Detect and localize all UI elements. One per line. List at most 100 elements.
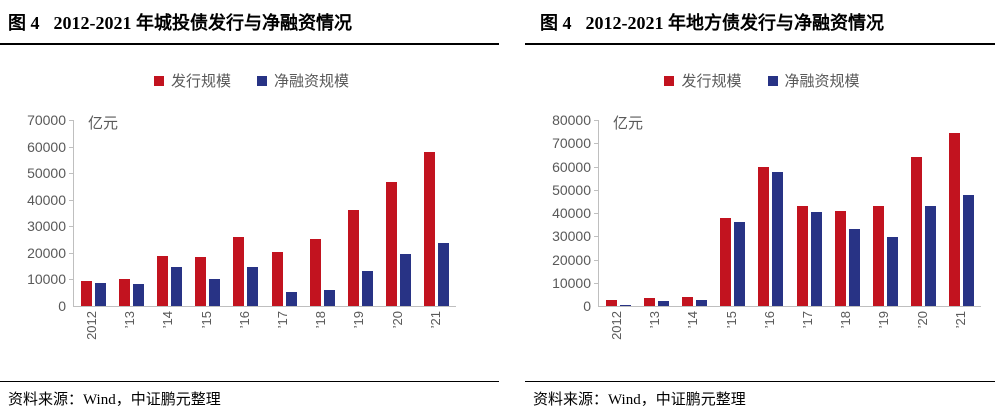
title-text: 2012-2021 年地方债发行与净融资情况 (585, 13, 885, 33)
x-tick-label: ’15 (723, 311, 739, 329)
bar-发行规模 (348, 210, 360, 306)
x-tick-label: ’21 (952, 311, 968, 329)
bar-group-20 (905, 120, 943, 306)
bar-净融资规模 (696, 299, 707, 306)
y-tick-mark (594, 166, 598, 168)
y-tick-mark (69, 252, 73, 254)
y-tick-mark (69, 146, 73, 148)
bar-group-20 (380, 120, 418, 306)
y-tick-label: 0 (583, 298, 591, 314)
y-tick-label: 50000 (552, 181, 591, 198)
bar-净融资规模 (362, 271, 374, 306)
footer-divider (525, 381, 995, 382)
bar-发行规模 (118, 279, 130, 306)
x-tick: ’17 (264, 311, 302, 373)
y-tick-mark (594, 236, 598, 238)
bar-发行规模 (682, 296, 693, 306)
x-tick: ’19 (865, 311, 903, 373)
legend-label-issuance: 发行规模 (170, 73, 231, 90)
y-tick-label: 0 (58, 298, 66, 314)
bar-发行规模 (80, 280, 92, 306)
y-tick-mark (69, 226, 73, 228)
bar-group-13 (637, 120, 675, 306)
bar-group-21 (418, 120, 456, 306)
bar-发行规模 (643, 298, 655, 306)
y-tick-label: 30000 (552, 228, 591, 245)
y-tick-label: 70000 (27, 112, 66, 128)
bar-groups (599, 120, 981, 306)
x-tick: ’18 (302, 311, 340, 373)
y-tick-mark (594, 189, 598, 191)
legend-swatch-blue-icon (257, 75, 267, 86)
x-tick: ’19 (340, 311, 378, 373)
source-note: 资料来源：Wind，中证鹏元整理 (533, 392, 746, 408)
bar-发行规模 (157, 255, 168, 306)
bar-发行规模 (309, 238, 321, 306)
bar-发行规模 (720, 217, 732, 306)
bar-group-17 (790, 120, 828, 306)
x-tick-label: ’21 (427, 311, 443, 329)
bar-发行规模 (911, 157, 923, 306)
panel-chengtou-bonds: 图 4 2012-2021 年城投债发行与净融资情况 发行规模 净融资规模 亿元 … (0, 13, 503, 408)
bar-group-14 (675, 120, 713, 306)
bar-group-17 (265, 120, 303, 306)
x-tick-label: ’15 (198, 311, 214, 329)
legend-swatch-red-icon (153, 75, 164, 86)
bar-group-13 (112, 120, 150, 306)
bar-净融资规模 (400, 254, 412, 306)
chart-title: 图 4 2012-2021 年地方债发行与净融资情况 (540, 9, 884, 35)
x-tick: ’20 (904, 311, 942, 373)
bar-净融资规模 (887, 236, 899, 306)
y-tick-label: 50000 (27, 165, 66, 182)
bar-发行规模 (796, 206, 808, 306)
bar-group-18 (828, 120, 866, 306)
legend-swatch-blue-icon (767, 75, 778, 86)
plot-area (69, 120, 456, 307)
y-tick-label: 10000 (552, 274, 591, 291)
x-tick: ’21 (942, 311, 980, 373)
y-axis: 0 10000 20000 30000 40000 50000 60000 70000 8000… (525, 113, 591, 313)
bar-净融资规模 (772, 172, 784, 306)
x-tick: ’21 (417, 311, 455, 373)
y-axis: 0 10000 20000 30000 40000 50000 60000 70000 (0, 113, 66, 313)
x-tick-label: ’16 (761, 311, 777, 329)
x-tick: ’14 (149, 311, 187, 373)
legend: 发行规模 净融资规模 (0, 70, 503, 91)
bar-发行规模 (605, 300, 617, 306)
x-tick: ’13 (636, 311, 674, 373)
x-tick-label: ’17 (274, 311, 290, 329)
y-tick-mark (69, 279, 73, 281)
y-tick-mark (594, 213, 598, 214)
plot-area (594, 120, 981, 307)
y-tick-label: 80000 (552, 112, 591, 128)
legend-label-net-financing: 净融资规模 (274, 73, 350, 90)
x-axis: 2012 ’13 ’14 ’15 ’16 ’17 ’18 ’19 ’20 ’21 (598, 311, 980, 373)
bar-净融资规模 (94, 283, 106, 306)
x-tick-label: ’14 (685, 311, 701, 329)
x-tick-label: ’18 (838, 311, 854, 329)
legend-item-issuance: 发行规模 (153, 70, 231, 91)
y-tick-label: 10000 (27, 271, 66, 288)
x-axis: 2012 ’13 ’14 ’15 ’16 ’17 ’18 ’19 ’20 ’21 (73, 311, 455, 373)
y-tick-label: 20000 (552, 251, 591, 268)
bar-发行规模 (233, 237, 245, 306)
bar-发行规模 (873, 206, 885, 306)
x-tick-label: ’13 (122, 311, 138, 329)
y-axis-unit: 亿元 (613, 115, 644, 132)
y-tick-mark (594, 259, 598, 261)
x-tick: ’16 (226, 311, 264, 373)
x-tick-label: ’20 (914, 311, 930, 329)
bar-净融资规模 (247, 267, 259, 306)
bar-净融资规模 (171, 266, 182, 306)
bar-group-14 (150, 120, 188, 306)
x-tick-label: 2012 (608, 311, 624, 340)
title-divider (525, 43, 995, 45)
bar-发行规模 (386, 181, 398, 306)
bar-group-16 (227, 120, 265, 306)
y-axis-unit: 亿元 (88, 115, 119, 132)
x-tick-label: ’14 (160, 311, 176, 329)
y-tick-label: 40000 (27, 191, 66, 208)
y-tick-mark (594, 282, 598, 284)
x-tick-label: ’20 (389, 311, 405, 329)
y-tick-mark (69, 120, 73, 121)
